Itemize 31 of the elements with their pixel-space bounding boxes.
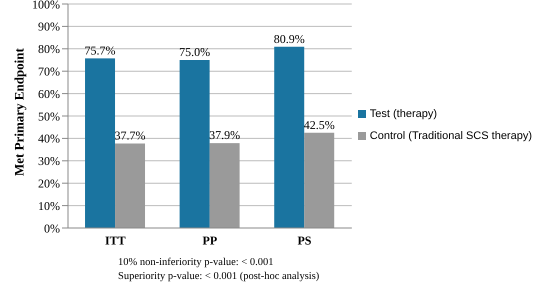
y-tick-label: 20% xyxy=(38,176,60,190)
x-tick-label: PS xyxy=(297,234,312,248)
y-tick-label: 70% xyxy=(38,64,60,78)
data-label: 80.9% xyxy=(274,32,305,46)
text: Superiority p-value: < 0.001 (post-hoc analysis) xyxy=(118,270,320,284)
y-tick-label: 40% xyxy=(38,132,60,146)
data-label: 75.0% xyxy=(179,45,210,59)
bar xyxy=(210,143,240,228)
legend-label: Test (therapy) xyxy=(370,108,438,120)
y-tick-label: 60% xyxy=(38,86,60,101)
data-label: 37.7% xyxy=(114,128,146,143)
bar xyxy=(85,58,116,228)
text: 10% non-inferiority p-value: < 0.001 xyxy=(118,256,275,270)
bar xyxy=(115,144,146,228)
y-tick-label: 0% xyxy=(44,221,60,236)
data-label: 42.5% xyxy=(304,118,335,132)
bar xyxy=(274,46,304,228)
y-tick-label: 30% xyxy=(38,154,60,168)
y-axis-title: Met Primary Endpoint xyxy=(12,48,27,176)
data-label: 75.7% xyxy=(84,43,116,58)
y-tick-label: 80% xyxy=(38,42,60,56)
y-tick-label: 10% xyxy=(38,198,60,213)
legend-label: Control (Traditional SCS therapy) xyxy=(370,130,532,142)
y-tick-label: 100% xyxy=(32,0,60,12)
data-label: 37.9% xyxy=(209,128,240,142)
x-tick-label: PP xyxy=(202,234,218,248)
bar xyxy=(180,60,210,228)
y-tick-label: 50% xyxy=(38,109,60,124)
x-tick-label: ITT xyxy=(104,234,126,248)
y-tick-label: 90% xyxy=(38,20,60,34)
bar xyxy=(304,132,334,228)
